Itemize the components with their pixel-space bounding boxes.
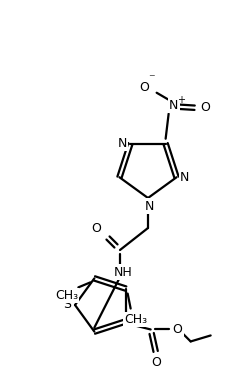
Text: S: S — [63, 298, 71, 311]
Text: N: N — [118, 137, 127, 150]
Text: ⁻: ⁻ — [148, 72, 155, 85]
Text: CH₃: CH₃ — [55, 289, 78, 302]
Text: O: O — [152, 356, 162, 369]
Text: CH₃: CH₃ — [124, 313, 147, 326]
Text: O: O — [140, 81, 150, 94]
Text: N: N — [144, 199, 154, 212]
Text: O: O — [91, 222, 101, 235]
Text: N: N — [180, 171, 189, 184]
Text: O: O — [173, 323, 183, 336]
Text: +: + — [177, 95, 185, 105]
Text: O: O — [201, 101, 211, 114]
Text: N: N — [169, 99, 178, 112]
Text: NH: NH — [114, 265, 132, 278]
